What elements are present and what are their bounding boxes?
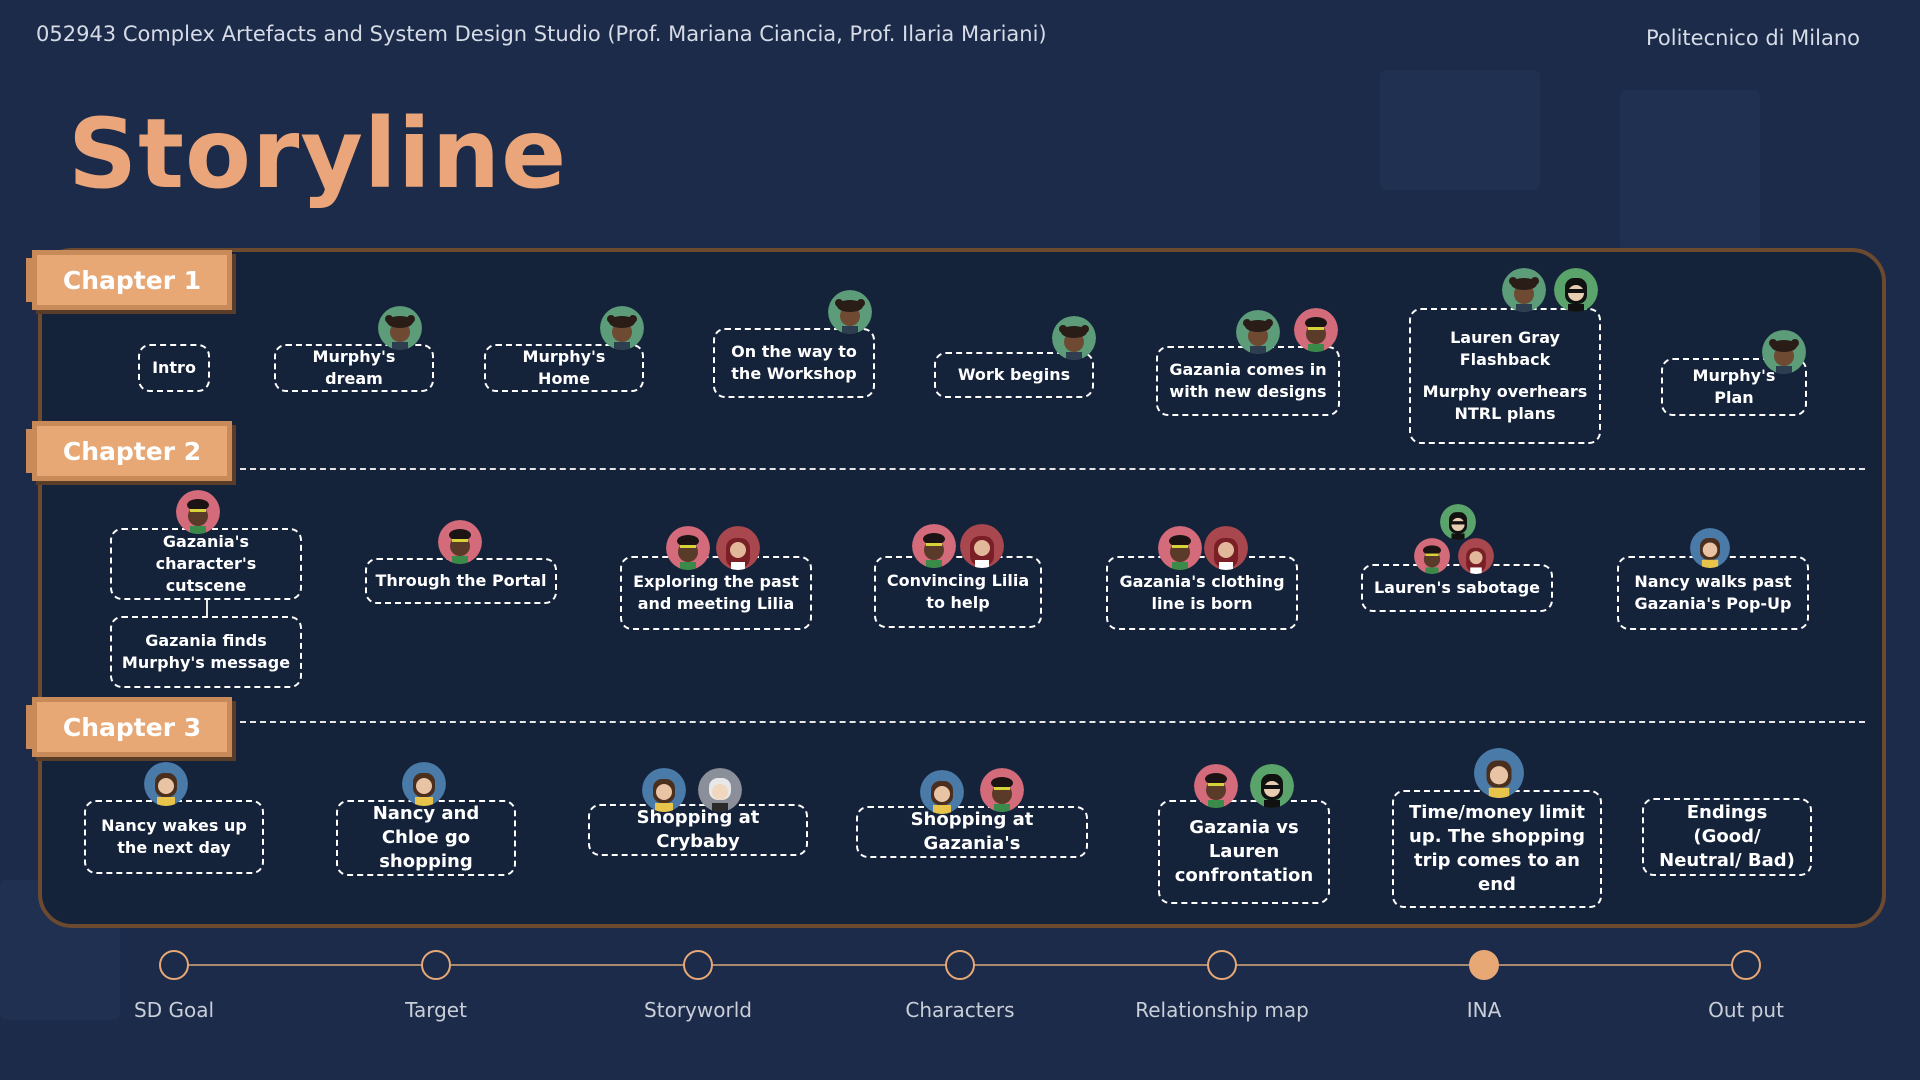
- gazania-avatar-icon: [666, 526, 710, 570]
- event-lauren-flashback[interactable]: Lauren Gray Flashback Murphy overhears N…: [1409, 308, 1601, 444]
- event-way-to-workshop[interactable]: On the way to the Workshop: [713, 328, 875, 398]
- timeline-label[interactable]: INA: [1466, 998, 1502, 1022]
- lauren-avatar-icon: [1554, 268, 1598, 312]
- murphy-avatar-icon: [1236, 310, 1280, 354]
- gazania-avatar-icon: [176, 490, 220, 534]
- timeline-node-sd-goal[interactable]: [159, 950, 189, 980]
- murphy-avatar-icon: [1502, 268, 1546, 312]
- event-murphys-home[interactable]: Murphy's Home: [484, 344, 644, 392]
- chapter-3-label[interactable]: Chapter 3: [26, 697, 232, 757]
- nancy-avatar-icon: [642, 768, 686, 812]
- timeline-label[interactable]: Relationship map: [1135, 998, 1309, 1022]
- university-name: Politecnico di Milano: [1646, 26, 1860, 50]
- murphy-avatar-icon: [600, 306, 644, 350]
- nancy-avatar-icon: [1690, 528, 1730, 568]
- murphy-avatar-icon: [1052, 316, 1096, 360]
- event-clothing-line[interactable]: Gazania's clothing line is born: [1106, 556, 1298, 630]
- event-laurens-sabotage[interactable]: Lauren's sabotage: [1361, 564, 1553, 612]
- chapter-2-label[interactable]: Chapter 2: [26, 421, 232, 481]
- event-intro[interactable]: Intro: [138, 344, 210, 392]
- gazania-avatar-icon: [1294, 308, 1338, 352]
- event-meeting-lilia[interactable]: Exploring the past and meeting Lilia: [620, 556, 812, 630]
- event-gazania-new-designs[interactable]: Gazania comes in with new designs: [1156, 346, 1340, 416]
- timeline-label[interactable]: Target: [405, 998, 467, 1022]
- timeline-node-ina[interactable]: [1469, 950, 1499, 980]
- background-texture: [1620, 90, 1760, 250]
- event-ntrl-plans-text: Murphy overhears NTRL plans: [1422, 382, 1588, 423]
- lilia-avatar-icon: [960, 524, 1004, 568]
- gazania-avatar-icon: [1158, 526, 1202, 570]
- nancy-avatar-icon: [402, 762, 446, 806]
- chapter-divider: [240, 468, 1865, 470]
- gazania-avatar-icon: [980, 768, 1024, 812]
- murphy-avatar-icon: [828, 290, 872, 334]
- chloe-avatar-icon: [698, 768, 742, 812]
- event-gazania-vs-lauren[interactable]: Gazania vs Lauren confrontation: [1158, 800, 1330, 904]
- lauren-avatar-icon: [1440, 504, 1476, 540]
- nancy-avatar-icon: [1474, 748, 1524, 798]
- timeline-node-out-put[interactable]: [1731, 950, 1761, 980]
- murphy-avatar-icon: [1762, 330, 1806, 374]
- chapter-1-label[interactable]: Chapter 1: [26, 250, 232, 310]
- event-murphys-dream[interactable]: Murphy's dream: [274, 344, 434, 392]
- timeline-label[interactable]: SD Goal: [134, 998, 214, 1022]
- gazania-avatar-icon: [1194, 764, 1238, 808]
- event-connector: [206, 600, 208, 616]
- page-title: Storyline: [68, 98, 568, 210]
- lilia-avatar-icon: [716, 526, 760, 570]
- timeline-node-target[interactable]: [421, 950, 451, 980]
- timeline-label[interactable]: Characters: [905, 998, 1015, 1022]
- nancy-avatar-icon: [144, 762, 188, 806]
- event-shopping-gazanias[interactable]: Shopping at Gazania's: [856, 806, 1088, 858]
- event-lauren-flashback-text: Lauren Gray Flashback: [1450, 328, 1560, 369]
- event-work-begins[interactable]: Work begins: [934, 352, 1094, 398]
- event-through-portal[interactable]: Through the Portal: [365, 558, 557, 604]
- event-nancy-popup[interactable]: Nancy walks past Gazania's Pop-Up: [1617, 556, 1809, 630]
- gazania-avatar-icon: [912, 524, 956, 568]
- gazania-avatar-icon: [438, 520, 482, 564]
- timeline-label[interactable]: Storyworld: [644, 998, 752, 1022]
- event-gazania-cutscene[interactable]: Gazania's character's cutscene: [110, 528, 302, 600]
- event-nancy-chloe-shopping[interactable]: Nancy and Chloe go shopping: [336, 800, 516, 876]
- event-convincing-lilia[interactable]: Convincing Lilia to help: [874, 556, 1042, 628]
- event-shopping-crybaby[interactable]: Shopping at Crybaby: [588, 804, 808, 856]
- gazania-avatar-icon: [1414, 538, 1450, 574]
- event-gazania-finds-message[interactable]: Gazania finds Murphy's message: [110, 616, 302, 688]
- lilia-avatar-icon: [1204, 526, 1248, 570]
- lilia-avatar-icon: [1458, 538, 1494, 574]
- murphy-avatar-icon: [378, 306, 422, 350]
- event-endings[interactable]: Endings (Good/ Neutral/ Bad): [1642, 798, 1812, 876]
- timeline-node-storyworld[interactable]: [683, 950, 713, 980]
- course-title: 052943 Complex Artefacts and System Desi…: [36, 22, 1047, 46]
- background-texture: [1380, 70, 1540, 190]
- timeline-label[interactable]: Out put: [1708, 998, 1784, 1022]
- chapter-divider: [240, 721, 1865, 723]
- timeline-node-characters[interactable]: [945, 950, 975, 980]
- lauren-avatar-icon: [1250, 764, 1294, 808]
- timeline-node-relationship-map[interactable]: [1207, 950, 1237, 980]
- event-time-limit-end[interactable]: Time/money limit up. The shopping trip c…: [1392, 790, 1602, 908]
- event-nancy-wakes[interactable]: Nancy wakes up the next day: [84, 800, 264, 874]
- nancy-avatar-icon: [920, 770, 964, 814]
